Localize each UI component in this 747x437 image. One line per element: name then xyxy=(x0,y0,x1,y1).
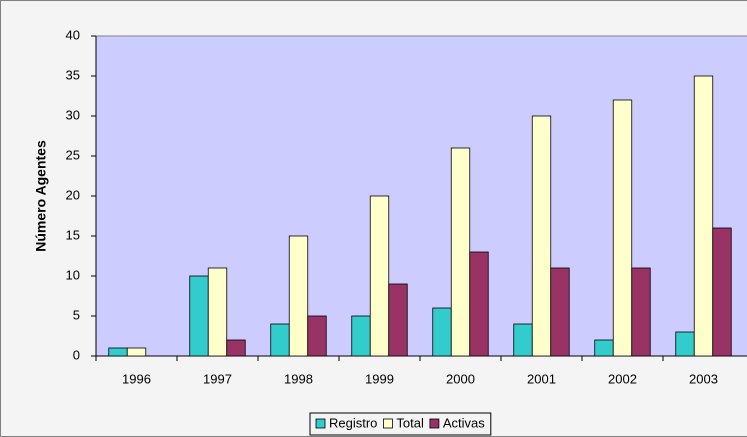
y-tick-label: 0 xyxy=(73,347,80,362)
legend-swatch xyxy=(429,418,440,429)
bar xyxy=(712,227,732,357)
bar xyxy=(432,307,452,357)
bar xyxy=(388,283,408,357)
bar xyxy=(288,235,309,357)
bar xyxy=(550,267,570,357)
y-tick-label: 15 xyxy=(66,227,80,242)
x-tick-label: 2002 xyxy=(608,371,637,386)
y-tick-label: 10 xyxy=(66,267,80,282)
x-tick-label: 2000 xyxy=(446,371,475,386)
bar xyxy=(594,339,614,357)
legend-label: Activas xyxy=(443,415,485,430)
x-tick-label: 1996 xyxy=(122,371,151,386)
legend-swatch xyxy=(315,418,326,429)
y-tick-label: 20 xyxy=(66,187,80,202)
legend-label: Total xyxy=(396,415,424,430)
bar xyxy=(450,147,471,357)
bar xyxy=(351,315,371,357)
x-tick-label: 1997 xyxy=(203,371,232,386)
bar xyxy=(693,75,714,357)
y-axis-label: Número Agentes xyxy=(33,140,49,252)
y-tick-label: 30 xyxy=(66,107,80,122)
bar xyxy=(226,339,246,357)
x-tick-label: 2003 xyxy=(689,371,718,386)
bar xyxy=(108,347,128,357)
bar xyxy=(270,323,290,357)
bar xyxy=(531,115,552,357)
bar xyxy=(675,331,695,357)
y-tick-label: 40 xyxy=(66,27,80,42)
y-tick-label: 5 xyxy=(73,307,80,322)
bar xyxy=(631,267,651,357)
x-tick-label: 1999 xyxy=(365,371,394,386)
legend-label: Registro xyxy=(329,415,377,430)
bar xyxy=(307,315,327,357)
bar xyxy=(126,347,147,357)
legend-box xyxy=(309,412,492,436)
bar xyxy=(189,275,209,357)
y-tick-label: 25 xyxy=(66,147,80,162)
x-tick-label: 2001 xyxy=(527,371,556,386)
bar xyxy=(612,99,633,357)
legend-swatch xyxy=(383,418,393,429)
x-tick-label: 1998 xyxy=(284,371,313,386)
bar xyxy=(369,195,390,357)
bar xyxy=(469,251,489,357)
bar xyxy=(207,267,228,357)
y-tick-label: 35 xyxy=(66,67,80,82)
bar xyxy=(513,323,533,357)
